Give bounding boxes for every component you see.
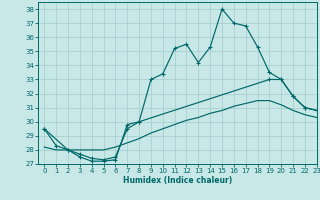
X-axis label: Humidex (Indice chaleur): Humidex (Indice chaleur) <box>123 176 232 185</box>
